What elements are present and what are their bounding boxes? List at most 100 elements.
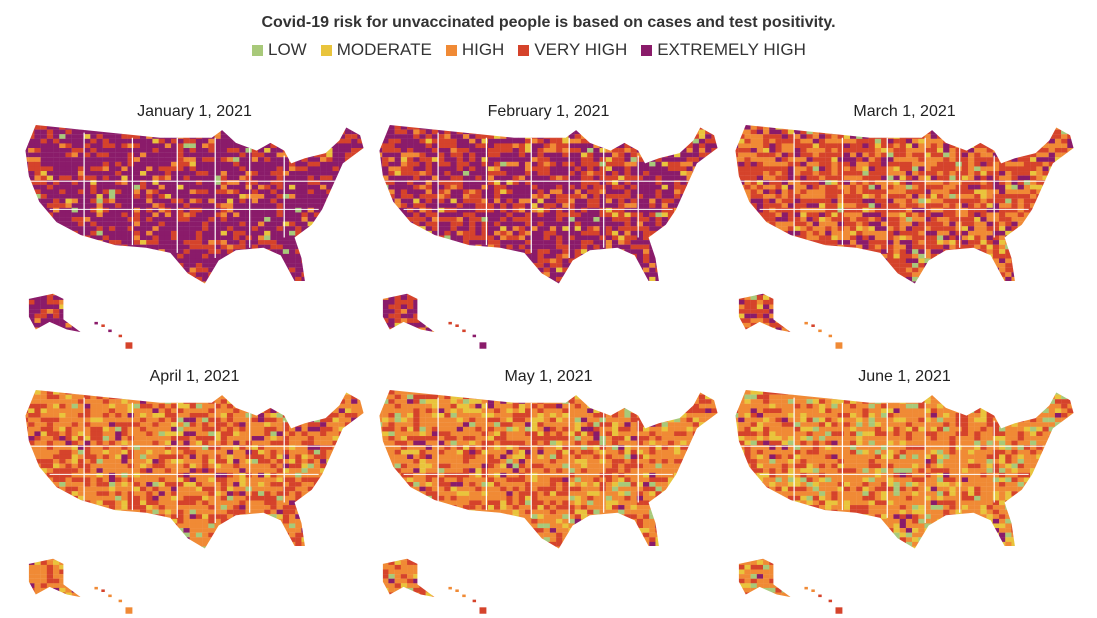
county-cell	[537, 212, 543, 217]
county-cell	[97, 231, 103, 236]
county-cell	[494, 295, 500, 300]
county-cell	[618, 139, 624, 144]
county-cell	[59, 328, 65, 333]
county-cell	[680, 281, 686, 286]
county-cell	[550, 148, 556, 153]
county-cell	[72, 143, 78, 148]
county-cell	[475, 245, 481, 250]
county-cell	[457, 281, 463, 286]
county-cell	[221, 171, 227, 176]
county-cell	[320, 295, 326, 300]
county-cell	[469, 300, 475, 305]
county-cell	[65, 258, 71, 263]
county-cell	[388, 295, 394, 300]
county-cell	[624, 176, 630, 181]
county-cell	[171, 176, 177, 181]
county-cell	[705, 143, 711, 148]
county-cell	[606, 189, 612, 194]
county-cell	[190, 125, 196, 130]
county-cell	[649, 226, 655, 231]
county-cell	[208, 194, 214, 199]
county-cell	[705, 217, 711, 222]
county-cell	[314, 148, 320, 153]
county-cell	[612, 148, 618, 153]
county-cell	[183, 254, 189, 259]
county-cell	[320, 139, 326, 144]
county-cell	[562, 176, 568, 181]
county-cell	[53, 226, 59, 231]
county-cell	[525, 272, 531, 277]
county-cell	[687, 148, 693, 153]
county-cell	[618, 130, 624, 135]
county-cell	[718, 180, 721, 185]
county-cell	[339, 318, 345, 323]
county-cell	[407, 268, 413, 273]
county-cell	[146, 176, 152, 181]
county-cell	[593, 189, 599, 194]
county-cell	[649, 258, 655, 263]
county-cell	[451, 185, 457, 190]
county-cell	[308, 318, 314, 323]
county-cell	[196, 328, 202, 333]
county-cell	[699, 249, 705, 254]
county-cell	[22, 199, 28, 204]
county-cell	[289, 318, 295, 323]
legend-label: EXTREMELY HIGH	[657, 40, 806, 60]
county-cell	[618, 134, 624, 139]
county-cell	[215, 332, 221, 337]
county-cell	[699, 231, 705, 236]
county-cell	[277, 314, 283, 319]
county-cell	[264, 341, 270, 346]
county-cell	[134, 337, 140, 342]
county-cell	[575, 235, 581, 240]
county-cell	[612, 263, 618, 268]
county-cell	[202, 203, 208, 208]
county-cell	[152, 254, 158, 259]
county-cell	[662, 263, 668, 268]
county-cell	[264, 249, 270, 254]
county-cell	[693, 208, 699, 213]
county-cell	[295, 346, 301, 350]
county-cell	[103, 143, 109, 148]
county-cell	[382, 240, 388, 245]
county-cell	[351, 189, 357, 194]
county-cell	[258, 203, 264, 208]
county-cell	[115, 254, 121, 259]
county-cell	[208, 277, 214, 282]
county-cell	[233, 346, 239, 350]
county-cell	[333, 189, 339, 194]
county-cell	[53, 254, 59, 259]
county-cell	[457, 157, 463, 162]
county-cell	[90, 341, 96, 346]
county-cell	[264, 143, 270, 148]
county-cell	[115, 268, 121, 273]
county-cell	[227, 208, 233, 213]
county-cell	[320, 176, 326, 181]
county-cell	[326, 286, 332, 291]
county-cell	[444, 157, 450, 162]
county-cell	[134, 235, 140, 240]
county-cell	[376, 134, 382, 139]
county-cell	[202, 272, 208, 277]
county-cell	[277, 139, 283, 144]
county-cell	[47, 171, 53, 176]
county-cell	[115, 300, 121, 305]
county-cell	[152, 309, 158, 314]
county-cell	[159, 212, 165, 217]
county-cell	[655, 203, 661, 208]
county-cell	[78, 130, 84, 135]
county-cell	[500, 249, 506, 254]
county-cell	[159, 176, 165, 181]
county-cell	[134, 199, 140, 204]
county-cell	[364, 180, 367, 185]
county-cell	[264, 268, 270, 273]
county-cell	[134, 166, 140, 171]
county-cell	[438, 249, 444, 254]
county-cell	[308, 286, 314, 291]
county-cell	[283, 332, 289, 337]
county-cell	[537, 254, 543, 259]
county-cell	[544, 134, 550, 139]
county-cell	[699, 258, 705, 263]
county-cell	[227, 332, 233, 337]
county-cell	[432, 291, 438, 296]
